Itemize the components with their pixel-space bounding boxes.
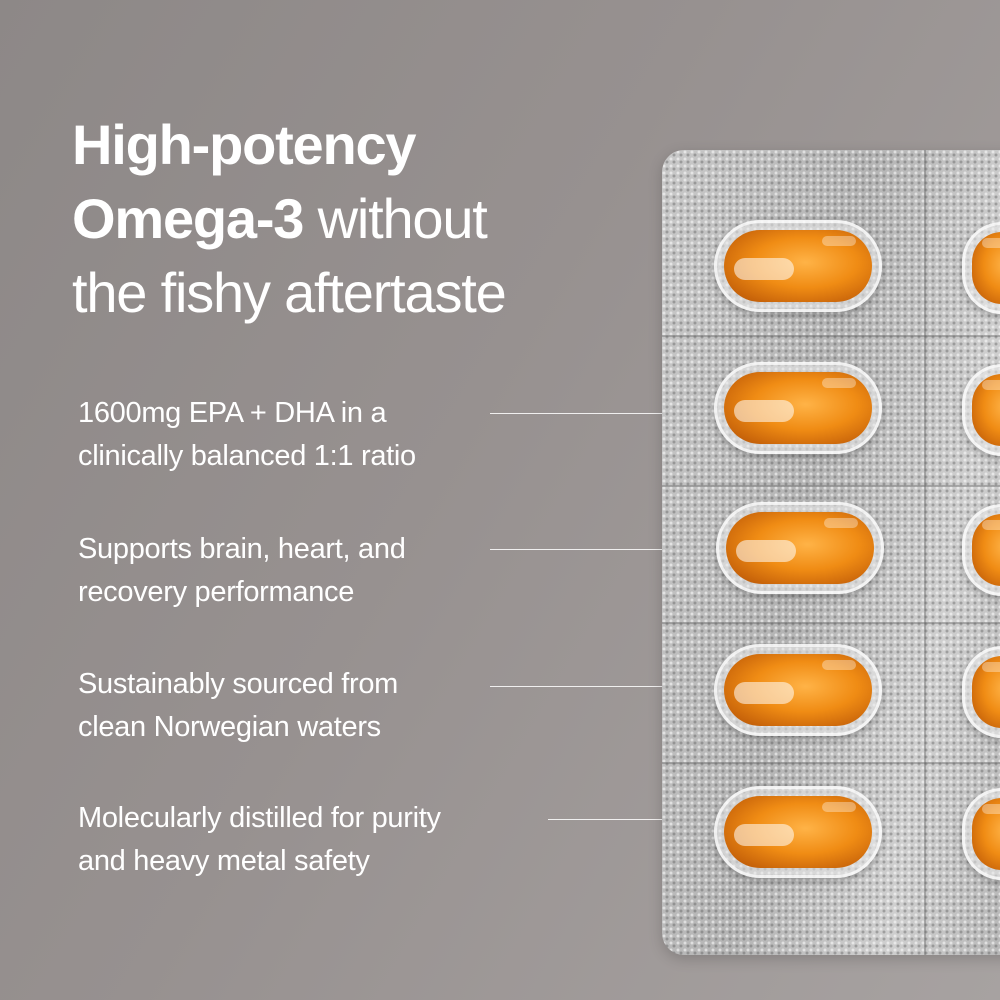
headline-line-3: the fishy aftertaste <box>72 261 507 324</box>
perforation-line <box>662 335 1000 337</box>
perforation-line <box>662 485 1000 487</box>
headline: High-potency Omega-3 without the fishy a… <box>72 108 507 330</box>
omega-capsule <box>714 220 882 312</box>
omega-capsule <box>714 644 882 736</box>
feature-sourcing-line-1: Sustainably sourced from <box>78 668 399 700</box>
feature-purity-line-2: and heavy metal safety <box>78 845 370 877</box>
feature-sourcing-leader-line <box>490 686 662 687</box>
omega-capsule <box>714 786 882 878</box>
omega-capsule <box>962 504 1000 596</box>
omega-capsule <box>962 646 1000 738</box>
headline-emphasis: Omega-3 <box>72 187 304 250</box>
omega-capsule <box>714 362 882 454</box>
omega-capsule <box>962 364 1000 456</box>
headline-line-2-rest: without <box>303 187 488 250</box>
feature-benefits: Supports brain, heart, and recovery perf… <box>78 528 406 614</box>
feature-purity-line-1: Molecularly distilled for purity <box>78 802 441 834</box>
headline-line-1: High-potency <box>72 113 417 176</box>
perforation-line <box>924 150 926 955</box>
feature-dosage: 1600mg EPA + DHA in a clinically balance… <box>78 392 416 478</box>
omega-capsule <box>962 788 1000 880</box>
omega-capsule <box>716 502 884 594</box>
blister-pack-image <box>662 150 1000 955</box>
feature-benefits-leader-line <box>490 549 662 550</box>
feature-dosage-line-1: 1600mg EPA + DHA in a <box>78 397 387 429</box>
feature-purity-leader-line <box>548 819 662 820</box>
feature-benefits-line-1: Supports brain, heart, and <box>78 533 406 565</box>
omega-capsule <box>962 222 1000 314</box>
headline-line-2: Omega-3 without <box>72 182 506 256</box>
perforation-line <box>662 762 1000 764</box>
perforation-line <box>662 622 1000 624</box>
feature-sourcing: Sustainably sourced from clean Norwegian… <box>78 663 398 749</box>
feature-dosage-line-2: clinically balanced 1:1 ratio <box>78 440 416 472</box>
feature-benefits-line-2: recovery performance <box>78 576 355 608</box>
feature-dosage-leader-line <box>490 413 662 414</box>
feature-purity: Molecularly distilled for purity and hea… <box>78 797 441 883</box>
feature-sourcing-line-2: clean Norwegian waters <box>78 711 381 743</box>
